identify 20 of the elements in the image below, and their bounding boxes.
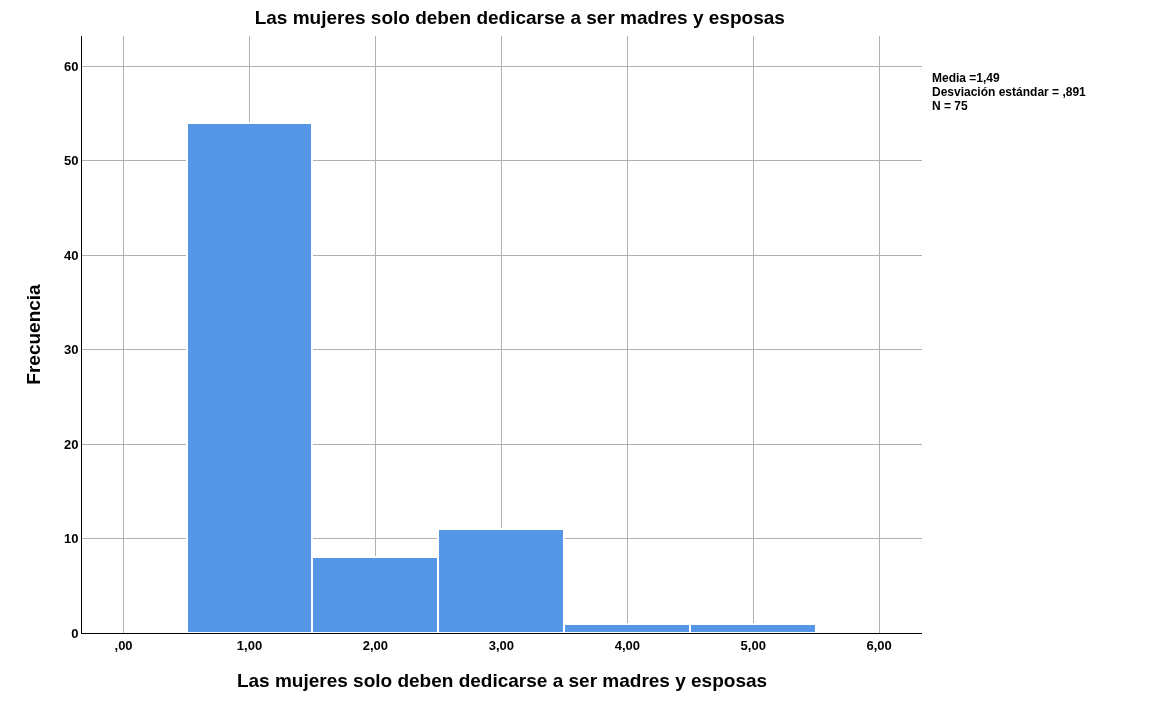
y-tick-label: 40 (63, 247, 79, 263)
x-tick-label: 4,00 (614, 637, 640, 653)
x-tick-label: 6,00 (866, 637, 892, 653)
text: Media =1,49 (932, 71, 1001, 85)
text: Desviación estándar = ,891 (932, 85, 1087, 99)
y-tick-label: 30 (63, 342, 79, 358)
y-axis-title: Frecuencia (22, 283, 44, 385)
text: N = 75 (932, 99, 969, 113)
y-tick-label: 0 (71, 625, 79, 641)
chart-title: Las mujeres solo deben dedicarse a ser madres y esposas (254, 6, 785, 28)
x-tick-label: 1,00 (236, 637, 263, 653)
y-tick-label: 10 (63, 531, 79, 547)
x-axis-title: Las mujeres solo deben dedicarse a ser madres y esposas (236, 670, 768, 692)
y-tick-label: 20 (63, 436, 79, 452)
x-tick-label: 5,00 (740, 637, 766, 653)
x-tick-label: 2,00 (362, 637, 389, 653)
x-tick-label: ,00 (114, 637, 133, 653)
x-tick-label: 3,00 (488, 637, 515, 653)
y-tick-label: 50 (63, 153, 79, 169)
y-tick-label: 60 (63, 58, 79, 74)
